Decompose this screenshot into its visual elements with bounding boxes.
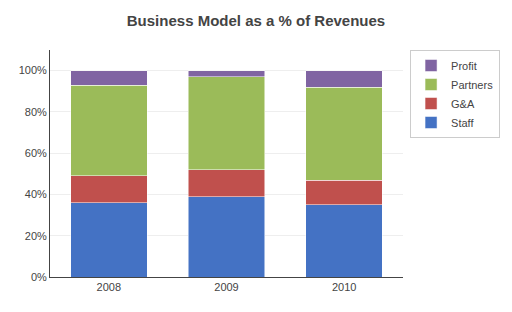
svg-text:Partners: Partners [451,79,493,91]
svg-text:20%: 20% [25,230,47,242]
svg-text:Staff: Staff [451,117,474,129]
svg-text:60%: 60% [25,147,47,159]
svg-text:100%: 100% [19,64,47,76]
svg-text:40%: 40% [25,188,47,200]
svg-text:2010: 2010 [332,281,356,293]
svg-text:Profit: Profit [451,60,477,72]
svg-text:2008: 2008 [97,281,121,293]
svg-text:2009: 2009 [214,281,238,293]
svg-text:Business Model as a % of Reven: Business Model as a % of Revenues [127,12,385,29]
svg-text:G&A: G&A [451,98,475,110]
svg-text:0%: 0% [31,271,47,283]
svg-text:80%: 80% [25,106,47,118]
